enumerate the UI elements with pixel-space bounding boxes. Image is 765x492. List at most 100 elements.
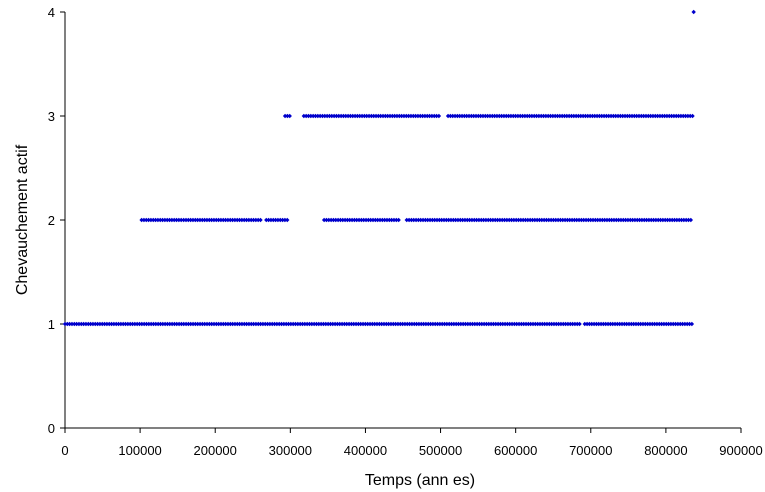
x-tick-label: 800000 — [644, 443, 687, 458]
data-point — [685, 321, 690, 327]
data-point — [466, 113, 472, 119]
data-point — [343, 113, 348, 119]
data-point — [540, 321, 545, 327]
data-point — [230, 321, 235, 327]
data-point — [576, 113, 581, 119]
data-point — [325, 321, 331, 327]
data-point — [604, 113, 609, 119]
data-point — [518, 217, 524, 223]
data-point — [472, 217, 477, 223]
data-point — [178, 217, 184, 223]
data-point — [197, 321, 203, 327]
data-point — [377, 217, 383, 223]
data-point — [134, 321, 140, 327]
data-point — [533, 321, 538, 327]
data-point — [211, 321, 217, 327]
data-point — [661, 321, 667, 327]
data-point — [373, 217, 378, 223]
data-point — [430, 321, 436, 327]
data-point — [525, 217, 531, 223]
data-point — [401, 113, 407, 119]
data-point — [139, 217, 144, 223]
data-point — [611, 113, 616, 119]
data-point — [575, 321, 580, 327]
x-tick-label: 100000 — [118, 443, 161, 458]
data-point — [544, 217, 549, 223]
x-tick-label: 400000 — [344, 443, 387, 458]
data-point — [659, 321, 664, 327]
data-point — [244, 217, 249, 223]
data-point — [363, 321, 368, 327]
data-point — [427, 217, 433, 223]
data-point — [393, 321, 398, 327]
data-point — [523, 217, 528, 223]
data-point — [458, 321, 464, 327]
data-point — [681, 113, 686, 119]
data-point — [396, 217, 401, 223]
data-point — [532, 113, 537, 119]
data-point — [432, 217, 437, 223]
data-point — [473, 113, 479, 119]
data-point — [587, 321, 592, 327]
data-point — [485, 113, 490, 119]
data-point — [392, 113, 397, 119]
data-point — [395, 321, 401, 327]
data-point — [293, 321, 298, 327]
x-tick-label: 200000 — [194, 443, 237, 458]
data-point — [490, 113, 495, 119]
data-point — [458, 217, 463, 223]
data-point — [647, 321, 653, 327]
data-point — [504, 113, 509, 119]
data-point — [235, 217, 240, 223]
data-point — [352, 217, 357, 223]
data-point — [107, 321, 112, 327]
data-point — [646, 217, 652, 223]
data-point — [527, 113, 532, 119]
data-point — [228, 217, 233, 223]
data-point — [352, 113, 358, 119]
data-point — [306, 113, 311, 119]
data-point — [445, 113, 451, 119]
data-point — [459, 113, 465, 119]
data-point — [578, 113, 583, 119]
data-point — [518, 113, 523, 119]
data-point — [369, 113, 374, 119]
data-point — [167, 321, 172, 327]
data-point — [620, 113, 625, 119]
data-point — [354, 217, 359, 223]
data-point — [426, 321, 431, 327]
data-point — [488, 217, 493, 223]
data-point — [465, 321, 471, 327]
data-point — [506, 113, 511, 119]
data-point — [569, 217, 575, 223]
data-point — [627, 113, 632, 119]
data-point — [317, 113, 323, 119]
data-point — [155, 217, 161, 223]
data-point — [621, 217, 626, 223]
data-point — [337, 321, 342, 327]
data-point — [370, 321, 375, 327]
data-point — [513, 113, 518, 119]
data-point — [481, 217, 486, 223]
data-point — [662, 113, 667, 119]
data-point — [564, 113, 570, 119]
data-point — [193, 321, 198, 327]
data-point — [188, 321, 193, 327]
data-point — [520, 113, 525, 119]
data-point — [176, 217, 182, 223]
data-point — [125, 321, 131, 327]
data-point — [664, 113, 670, 119]
data-point — [422, 113, 428, 119]
data-point — [181, 321, 186, 327]
data-point — [379, 321, 384, 327]
data-point — [580, 113, 586, 119]
data-point — [366, 217, 371, 223]
data-point — [589, 321, 594, 327]
y-tick-label: 4 — [48, 5, 55, 20]
data-point — [356, 321, 361, 327]
data-point — [434, 217, 440, 223]
data-point — [474, 217, 479, 223]
data-point — [148, 217, 154, 223]
data-point — [492, 113, 497, 119]
data-point — [494, 113, 500, 119]
